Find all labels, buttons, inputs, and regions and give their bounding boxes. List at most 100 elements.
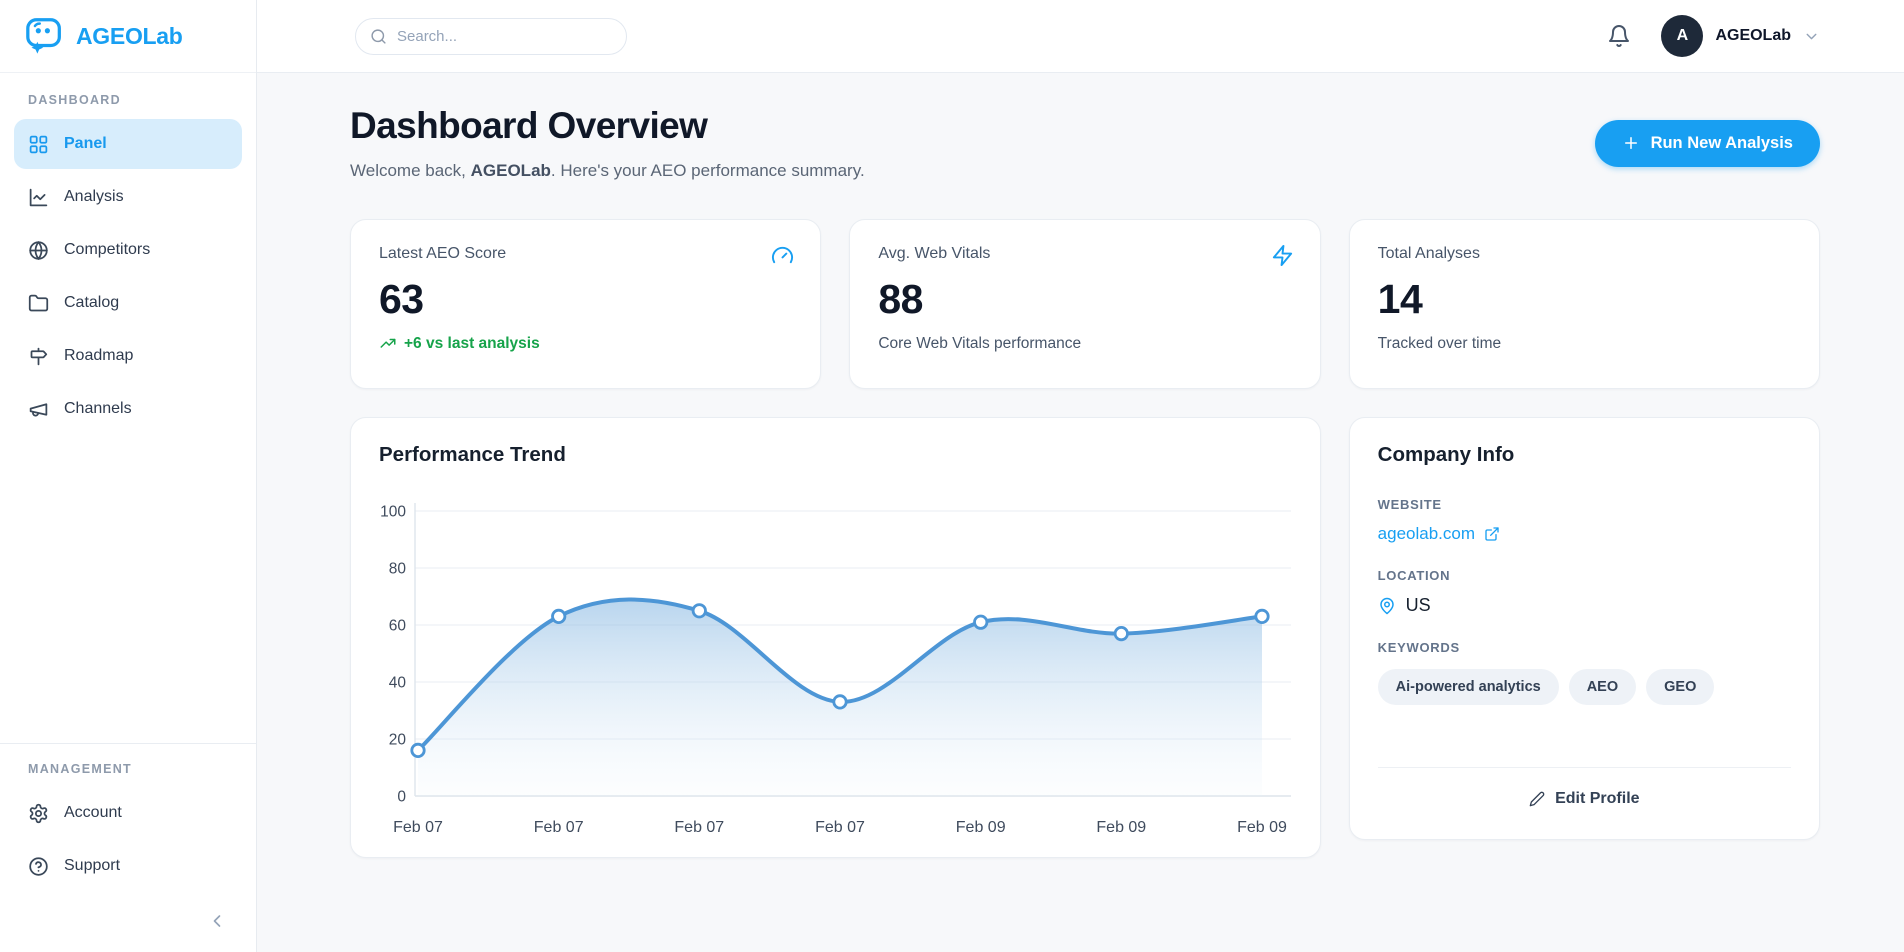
- sidebar-item-label: Account: [64, 804, 122, 821]
- x-tick-label: Feb 09: [1096, 819, 1146, 836]
- sidebar-item-label: Panel: [64, 135, 107, 152]
- welcome-user-name: AGEOLab: [470, 161, 551, 180]
- sidebar-item-panel[interactable]: Panel: [14, 119, 242, 169]
- gear-icon: [28, 803, 49, 824]
- map-pin-icon: [1379, 597, 1394, 614]
- sidebar-item-label: Roadmap: [64, 347, 134, 364]
- sidebar: AGEOLab DASHBOARD Panel Analysis Competi…: [0, 0, 257, 952]
- chart-point[interactable]: [973, 614, 989, 630]
- performance-trend-card: Performance Trend 0 20 40 60 80 100 Feb 07 Feb …: [350, 417, 1321, 858]
- x-tick-label: Feb 07: [674, 819, 724, 836]
- keywords-label: KEYWORDS: [1377, 640, 1460, 655]
- x-tick-label: Feb 09: [956, 819, 1006, 836]
- chart-point[interactable]: [832, 694, 848, 710]
- stat-value: 14: [1377, 276, 1423, 322]
- trend-area: [418, 599, 1262, 796]
- location-value: US: [1378, 595, 1791, 616]
- y-tick-label: 40: [389, 675, 407, 692]
- page-title: Dashboard Overview: [350, 105, 708, 146]
- company-info-card: Company Info WEBSITE ageolab.com LOCATIO…: [1348, 417, 1820, 840]
- edit-profile-button[interactable]: Edit Profile: [1529, 790, 1640, 808]
- signpost-icon: [28, 346, 49, 367]
- bell-icon[interactable]: [1607, 24, 1631, 48]
- chart-point[interactable]: [691, 603, 707, 619]
- y-tick-label: 100: [380, 504, 406, 521]
- user-menu[interactable]: A AGEOLab: [1661, 15, 1820, 57]
- sidebar-item-label: Competitors: [64, 241, 151, 258]
- sidebar-item-roadmap[interactable]: Roadmap: [14, 331, 242, 381]
- sidebar-item-support[interactable]: Support: [14, 841, 242, 891]
- divider: [1377, 767, 1791, 768]
- y-tick-label: 80: [389, 561, 407, 578]
- search-icon: [371, 28, 386, 44]
- stat-card-web-vitals: Avg. Web Vitals 88 Core Web Vitals perfo…: [849, 219, 1321, 389]
- line-chart-icon: [28, 187, 49, 208]
- grid-icon: [28, 134, 49, 155]
- sidebar-item-channels[interactable]: Channels: [14, 384, 242, 434]
- company-info-title: Company Info: [1377, 443, 1515, 466]
- chevron-down-icon: [1806, 33, 1817, 39]
- sidebar-item-label: Channels: [64, 400, 132, 417]
- brand-logo[interactable]: AGEOLab: [0, 0, 256, 73]
- stat-sub: Core Web Vitals performance: [878, 335, 1082, 352]
- performance-trend-chart: 0 20 40 60 80 100 Feb 07 Feb 07 Feb 07 Feb 07 Feb …: [379, 489, 1292, 846]
- stat-label: Total Analyses: [1377, 245, 1480, 262]
- search-input[interactable]: [397, 27, 612, 45]
- bolt-icon: [1272, 244, 1292, 267]
- folder-icon: [28, 293, 49, 314]
- user-name: AGEOLab: [1715, 27, 1791, 44]
- website-link[interactable]: ageolab.com: [1378, 524, 1500, 544]
- y-tick-label: 60: [389, 618, 407, 635]
- brand-name: AGEOLab: [76, 22, 183, 49]
- sidebar-item-label: Catalog: [64, 294, 120, 311]
- sidebar-item-analysis[interactable]: Analysis: [14, 172, 242, 222]
- external-link-icon: [1485, 527, 1499, 541]
- welcome-text: Welcome back, AGEOLab. Here's your AEO p…: [350, 161, 865, 180]
- chevron-left-icon: [213, 915, 221, 927]
- sidebar-item-competitors[interactable]: Competitors: [14, 225, 242, 275]
- stat-value: 63: [379, 276, 424, 322]
- top-bar: A AGEOLab: [257, 0, 1904, 73]
- chat-sparkle-logo-icon: [26, 18, 61, 54]
- sidebar-item-account[interactable]: Account: [14, 788, 242, 838]
- avatar: A: [1661, 15, 1704, 57]
- stat-label: Latest AEO Score: [379, 245, 507, 262]
- chart-point[interactable]: [1113, 626, 1129, 642]
- stat-sub: Tracked over time: [1377, 335, 1502, 352]
- stat-label: Avg. Web Vitals: [878, 245, 991, 262]
- keyword-pill: AEO: [1568, 669, 1637, 705]
- x-tick-label: Feb 07: [534, 819, 584, 836]
- website-label: WEBSITE: [1377, 497, 1442, 512]
- stat-value: 88: [878, 276, 923, 322]
- gauge-icon: [772, 246, 794, 264]
- sidebar-management-section: MANAGEMENT Account Support: [0, 743, 256, 952]
- sidebar-item-catalog[interactable]: Catalog: [14, 278, 242, 328]
- y-tick-label: 0: [397, 789, 406, 806]
- chart-point[interactable]: [410, 742, 426, 758]
- keyword-pills: Ai-powered analytics AEO GEO: [1377, 669, 1791, 705]
- sidebar-nav: DASHBOARD Panel Analysis Competitors Cat…: [0, 73, 256, 743]
- stat-delta: +6 vs last analysis: [379, 335, 792, 353]
- plus-icon: [1624, 137, 1637, 149]
- trending-up-icon: [380, 338, 396, 348]
- nav-section-dashboard: DASHBOARD: [28, 93, 121, 107]
- stat-card-aeo-score: Latest AEO Score 63 +6 vs last analysis: [350, 219, 822, 389]
- globe-icon: [28, 240, 49, 261]
- chart-point[interactable]: [1254, 608, 1270, 625]
- help-circle-icon: [28, 856, 49, 877]
- nav-section-management: MANAGEMENT: [28, 762, 132, 776]
- keyword-pill: Ai-powered analytics: [1377, 669, 1559, 705]
- search-box: [355, 17, 627, 55]
- run-new-analysis-button[interactable]: Run New Analysis: [1594, 119, 1820, 167]
- stats-row: Latest AEO Score 63 +6 vs last analysis …: [350, 219, 1820, 389]
- x-tick-label: Feb 07: [393, 819, 443, 836]
- page-heading: Dashboard Overview Welcome back, AGEOLab…: [350, 105, 865, 181]
- chart-point[interactable]: [551, 608, 567, 625]
- sidebar-item-label: Support: [64, 857, 121, 874]
- main-content: Dashboard Overview Welcome back, AGEOLab…: [257, 73, 1904, 952]
- keyword-pill: GEO: [1646, 669, 1715, 705]
- megaphone-icon: [28, 399, 49, 420]
- y-tick-label: 20: [389, 732, 407, 749]
- pencil-icon: [1529, 791, 1545, 807]
- sidebar-collapse-button[interactable]: [204, 908, 230, 934]
